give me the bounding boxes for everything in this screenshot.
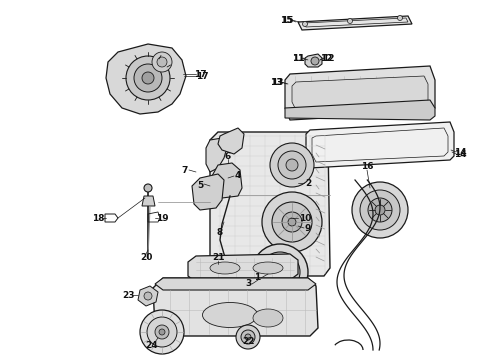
Text: 22: 22 — [242, 338, 254, 346]
Text: 14: 14 — [454, 148, 466, 157]
Circle shape — [241, 330, 255, 344]
Text: 14: 14 — [454, 149, 466, 158]
Circle shape — [159, 329, 165, 335]
Circle shape — [268, 260, 292, 284]
Circle shape — [275, 267, 285, 277]
Circle shape — [144, 292, 152, 300]
Circle shape — [236, 325, 260, 349]
Circle shape — [157, 57, 167, 67]
Polygon shape — [138, 286, 158, 306]
Text: 18: 18 — [92, 213, 104, 222]
Circle shape — [262, 192, 322, 252]
Text: 20: 20 — [140, 253, 152, 262]
Polygon shape — [142, 196, 155, 206]
Text: 16: 16 — [361, 162, 373, 171]
Polygon shape — [292, 76, 428, 110]
Text: 4: 4 — [235, 171, 241, 180]
Polygon shape — [298, 16, 412, 30]
Circle shape — [142, 72, 154, 84]
Text: 21: 21 — [212, 253, 224, 262]
Ellipse shape — [210, 262, 240, 274]
Polygon shape — [305, 54, 322, 67]
Circle shape — [144, 184, 152, 192]
Circle shape — [134, 64, 162, 92]
Text: 24: 24 — [146, 341, 158, 350]
Circle shape — [368, 198, 392, 222]
Circle shape — [311, 57, 319, 65]
Text: 8: 8 — [217, 228, 223, 237]
Text: 6: 6 — [225, 152, 231, 161]
Polygon shape — [212, 163, 242, 198]
Text: 3: 3 — [245, 279, 251, 288]
Circle shape — [270, 143, 314, 187]
Polygon shape — [285, 100, 435, 120]
Circle shape — [288, 218, 296, 226]
Polygon shape — [218, 128, 244, 154]
Text: 23: 23 — [122, 291, 134, 300]
Polygon shape — [206, 138, 228, 172]
Text: 19: 19 — [156, 213, 168, 222]
Polygon shape — [192, 174, 224, 210]
Circle shape — [397, 15, 402, 21]
Polygon shape — [106, 44, 186, 114]
Text: 15: 15 — [280, 15, 292, 24]
Text: 15: 15 — [281, 15, 293, 24]
Polygon shape — [155, 278, 316, 290]
Circle shape — [278, 151, 306, 179]
Polygon shape — [153, 278, 318, 336]
Circle shape — [352, 182, 408, 238]
Text: 10: 10 — [299, 213, 311, 222]
Text: 11: 11 — [292, 54, 304, 63]
Text: 11: 11 — [292, 54, 304, 63]
Polygon shape — [306, 122, 454, 168]
Circle shape — [360, 190, 400, 230]
Polygon shape — [210, 132, 330, 276]
Circle shape — [155, 325, 169, 339]
Text: 2: 2 — [305, 179, 311, 188]
Circle shape — [245, 334, 251, 340]
Text: 13: 13 — [271, 77, 283, 86]
Polygon shape — [285, 66, 435, 120]
Text: 13: 13 — [270, 77, 282, 86]
Text: 1: 1 — [254, 274, 260, 283]
Text: 5: 5 — [197, 180, 203, 189]
Circle shape — [375, 205, 385, 215]
Polygon shape — [188, 254, 298, 282]
Circle shape — [286, 159, 298, 171]
Circle shape — [302, 22, 308, 27]
Text: 17: 17 — [194, 69, 206, 78]
Text: 12: 12 — [320, 54, 332, 63]
Circle shape — [152, 52, 172, 72]
Circle shape — [272, 202, 312, 242]
Text: 7: 7 — [182, 166, 188, 175]
Circle shape — [147, 317, 177, 347]
Ellipse shape — [253, 262, 283, 274]
Circle shape — [260, 252, 300, 292]
Text: 9: 9 — [305, 224, 311, 233]
Circle shape — [347, 18, 352, 23]
Ellipse shape — [253, 309, 283, 327]
Text: 17: 17 — [196, 72, 208, 81]
Text: 12: 12 — [322, 54, 334, 63]
Circle shape — [252, 244, 308, 300]
Circle shape — [282, 212, 302, 232]
Circle shape — [126, 56, 170, 100]
Circle shape — [140, 310, 184, 354]
Ellipse shape — [202, 302, 258, 328]
